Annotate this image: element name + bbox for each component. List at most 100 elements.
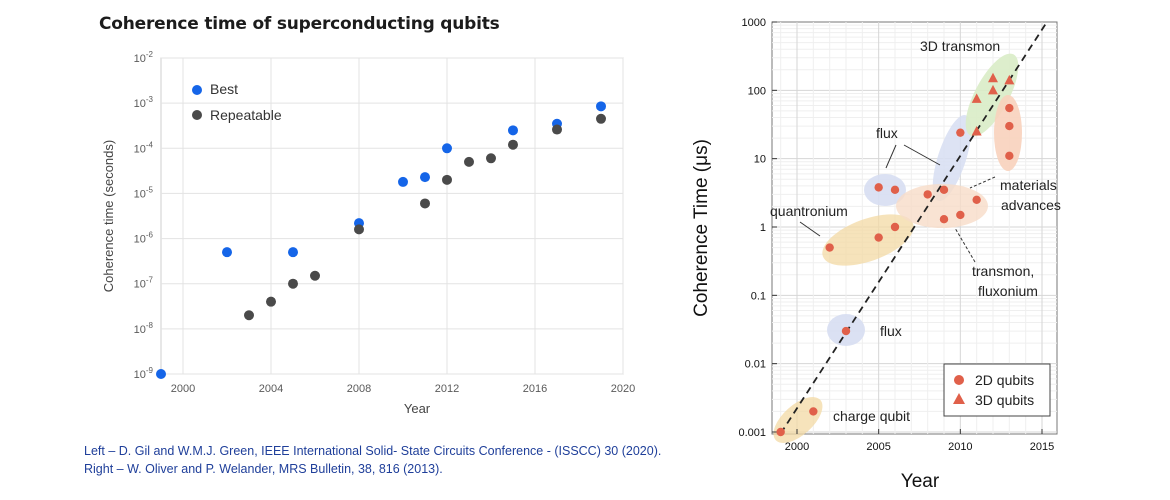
right-y-ticks: 1000 100 10 1 0.1 0.01 0.001 — [738, 17, 777, 439]
citation-line-left: Left – D. Gil and W.M.J. Green, IEEE Int… — [84, 444, 662, 458]
left-legend: Best Repeatable — [192, 81, 282, 123]
annotation-quantronium: quantronium — [770, 203, 848, 219]
point-3d-qubit — [988, 72, 998, 83]
left-y-tick-label: 10-5 — [134, 185, 154, 200]
point-2d-qubit — [923, 190, 932, 199]
point-repeatable — [464, 156, 474, 167]
point-2d-qubit — [890, 222, 900, 232]
ellipse-materials — [994, 95, 1022, 171]
legend-marker-best — [192, 85, 202, 95]
left-x-tick-label: 2008 — [347, 383, 371, 395]
point-repeatable — [310, 270, 320, 281]
right-highlight-ellipses — [773, 53, 1022, 443]
left-grid — [161, 57, 624, 375]
point-2d-qubit — [972, 195, 981, 205]
left-y-tick-label: 10-3 — [134, 95, 154, 110]
ellipse-transmon — [896, 184, 988, 228]
point-2d-qubit — [825, 243, 834, 252]
annotation-advances: advances — [1001, 197, 1061, 213]
left-y-ticks: 10-2 10-3 10-4 10-5 10-6 10-7 10-8 10-9 — [134, 50, 154, 381]
left-y-axis-label: Coherence time (seconds) — [101, 140, 116, 292]
point-3d-qubit — [971, 125, 982, 136]
point-2d-qubit — [809, 407, 818, 416]
right-x-tick-label: 2000 — [785, 441, 809, 453]
point-repeatable — [266, 296, 276, 307]
point-2d-qubit — [1005, 103, 1014, 113]
annotation-transmon: transmon, — [972, 263, 1034, 279]
ellipse-flux-top-left — [864, 174, 906, 206]
point-2d-qubit — [956, 128, 965, 137]
right-y-tick-label: 0.001 — [738, 427, 766, 439]
citation-caption: Left – D. Gil and W.M.J. Green, IEEE Int… — [84, 442, 661, 478]
arrow-materials — [969, 176, 996, 189]
left-chart-title: Coherence time of superconducting qubits — [99, 14, 500, 34]
arrow-flux-top-right — [903, 144, 941, 166]
point-best — [596, 101, 606, 112]
legend-label-2d: 2D qubits — [975, 372, 1034, 388]
point-2d-qubit — [841, 326, 851, 336]
left-y-tick-label: 10-8 — [134, 321, 154, 336]
left-chart: 10-210-310-410-510-610-710-810-9 2000 200… — [101, 50, 635, 416]
point-repeatable — [552, 124, 562, 135]
right-x-tick-label: 2005 — [866, 441, 890, 453]
annotation-charge-qubit: charge qubit — [833, 408, 910, 424]
point-best — [398, 176, 408, 187]
right-y-tick-label: 10 — [754, 154, 766, 166]
left-y-tick-label: 10-4 — [134, 140, 154, 155]
annotation-materials: materials — [1000, 177, 1057, 193]
point-2d-qubit — [939, 215, 949, 224]
point-best — [222, 247, 232, 258]
left-y-tick-label: 10-7 — [134, 276, 154, 291]
point-2d-qubit — [956, 210, 965, 220]
point-repeatable — [442, 174, 452, 185]
left-x-tick-label: 2020 — [611, 383, 635, 395]
point-best — [288, 247, 298, 258]
right-legend-box — [943, 363, 1051, 417]
legend-label-repeatable: Repeatable — [210, 107, 282, 123]
legend-marker-3d — [953, 393, 965, 404]
point-2d-qubit — [1005, 151, 1014, 161]
annotation-flux-bottom: flux — [880, 323, 902, 339]
legend-marker-2d — [954, 375, 964, 385]
ellipse-charge — [773, 397, 823, 443]
point-2d-qubit — [874, 233, 883, 242]
citation-line-right: Right – W. Oliver and P. Welander, MRS B… — [84, 462, 443, 476]
left-x-tick-label: 2016 — [523, 383, 547, 395]
right-x-tick-label: 2015 — [1030, 441, 1054, 453]
arrow-quantronium — [799, 221, 821, 237]
trend-line — [779, 21, 1048, 435]
point-repeatable — [420, 198, 430, 209]
right-y-tick-label: 0.1 — [751, 290, 766, 302]
left-x-ticks: 2000 2004 2008 2012 2016 2020 — [171, 383, 635, 395]
left-x-tick-label: 2012 — [435, 383, 459, 395]
right-x-tick-label: 2010 — [948, 441, 972, 453]
right-y-tick-label: 1000 — [742, 17, 766, 29]
point-best — [508, 125, 518, 136]
point-best — [156, 369, 166, 379]
annotation-3d-transmon: 3D transmon — [920, 38, 1000, 54]
point-repeatable — [244, 310, 254, 321]
right-y-axis-label: Coherence Time (μs) — [691, 139, 712, 317]
point-repeatable — [354, 224, 364, 235]
right-y-tick-label: 0.01 — [745, 359, 766, 371]
point-2d-qubit — [874, 183, 883, 192]
point-3d-qubit — [988, 84, 998, 95]
point-best — [420, 172, 430, 183]
point-2d-qubit — [890, 185, 900, 195]
point-best — [442, 143, 452, 154]
right-y-tick-label: 100 — [748, 85, 766, 97]
point-3d-qubit — [1004, 74, 1015, 85]
right-points — [776, 72, 1015, 437]
point-repeatable — [596, 113, 606, 124]
annotation-flux-top: flux — [876, 125, 898, 141]
annotation-fluxonium: fluxonium — [978, 283, 1038, 299]
right-legend: 2D qubits 3D qubits — [943, 363, 1051, 417]
point-2d-qubit — [1005, 121, 1014, 131]
left-x-tick-label: 2004 — [259, 383, 283, 395]
left-points — [156, 101, 606, 379]
point-2d-qubit — [776, 427, 785, 437]
left-y-tick-label: 10-9 — [134, 366, 154, 381]
point-repeatable — [486, 153, 496, 164]
